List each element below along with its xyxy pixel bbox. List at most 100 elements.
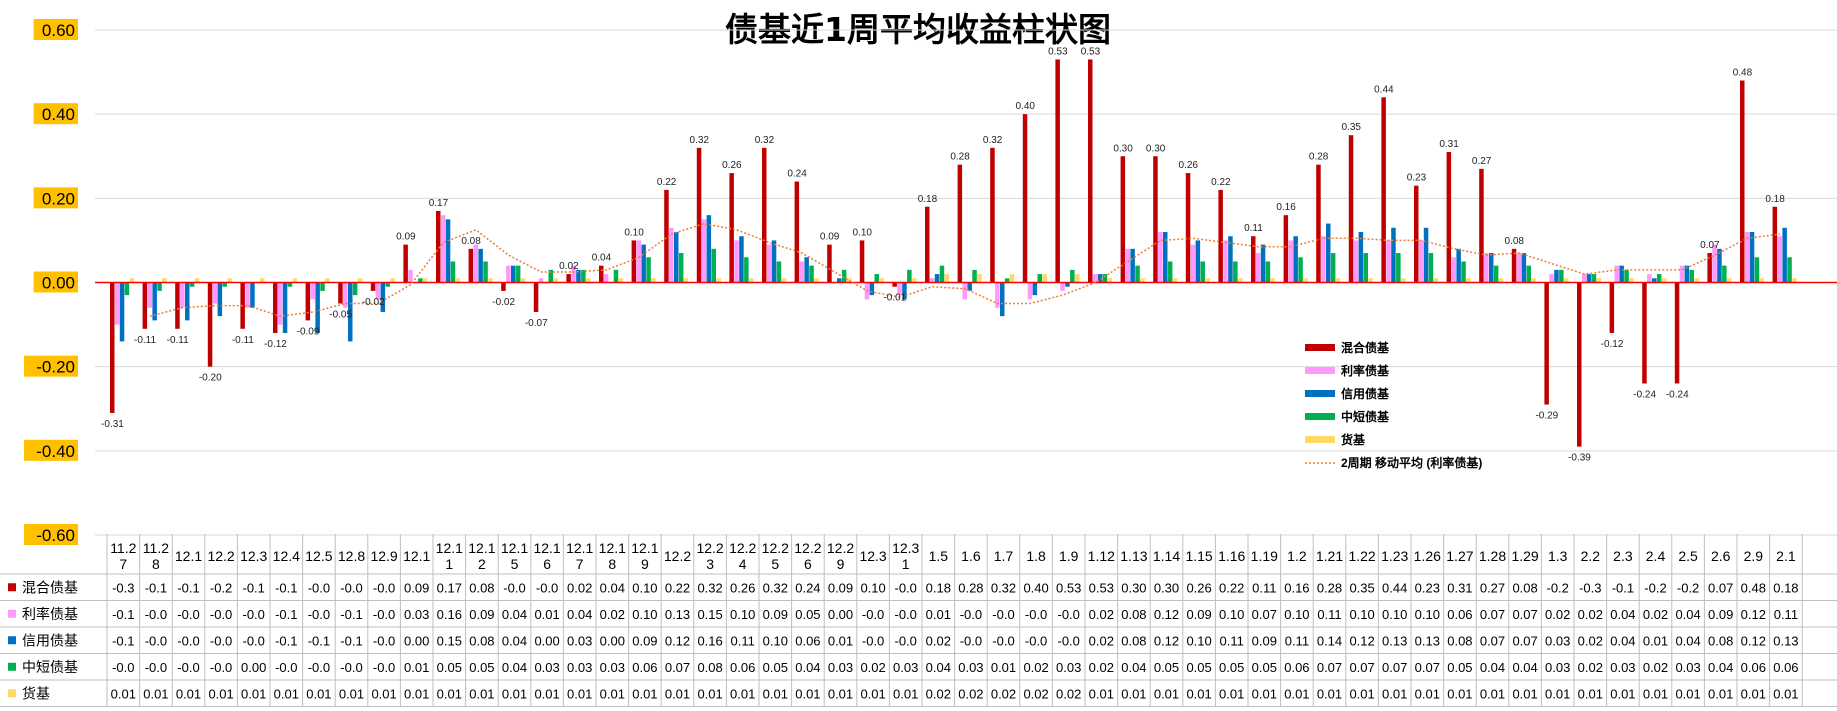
- table-cell: 0.01: [1089, 686, 1114, 701]
- table-cell: 0.10: [632, 580, 657, 595]
- data-label: 0.22: [1211, 177, 1231, 188]
- table-cell: 0.06: [1447, 607, 1472, 622]
- category-label: 12.4: [273, 548, 300, 564]
- bar: [869, 282, 875, 296]
- table-cell: 0.06: [1773, 660, 1798, 675]
- bar: [846, 278, 852, 283]
- table-cell: 0.22: [1219, 580, 1244, 595]
- y-tick-label: 0.60: [42, 21, 75, 40]
- category-label: 11.2: [143, 540, 169, 556]
- table-cell: -0.0: [210, 660, 232, 675]
- table-cell: 0.04: [1708, 660, 1733, 675]
- bar: [566, 274, 571, 283]
- bar: [1554, 269, 1559, 283]
- y-axis: 0.60 0.40 0.20 0.00 -0.20 -0.40 -0.60: [24, 19, 78, 545]
- bar: [1624, 269, 1629, 283]
- bar: [538, 278, 544, 283]
- data-label: 0.24: [787, 169, 807, 180]
- bar: [1088, 59, 1093, 283]
- bar: [957, 164, 963, 283]
- bar: [646, 257, 651, 283]
- category-label: 12.2: [729, 540, 756, 556]
- bar: [841, 269, 847, 283]
- bar: [1498, 278, 1504, 283]
- table-cell: 0.16: [1284, 580, 1309, 595]
- data-label: 0.17: [429, 198, 449, 209]
- bar: [273, 282, 278, 333]
- table-cell: -0.2: [210, 580, 232, 595]
- bar: [455, 278, 461, 283]
- bar: [1674, 282, 1680, 384]
- table-cell: 0.22: [665, 580, 690, 595]
- table-cell: 0.04: [1610, 607, 1635, 622]
- bar: [1712, 244, 1717, 283]
- table-cell: -0.0: [145, 660, 167, 675]
- table-cell: 0.11: [731, 633, 755, 648]
- category-label: 1.13: [1120, 548, 1147, 564]
- category-label: 1.7: [994, 548, 1014, 564]
- table-cell: 0.02: [1089, 660, 1114, 675]
- data-label: -0.29: [1535, 411, 1558, 422]
- bar: [995, 282, 1000, 308]
- table-cell: 0.02: [1643, 607, 1668, 622]
- table-cell: 0.07: [1415, 660, 1440, 675]
- table-cell: 0.08: [1708, 633, 1733, 648]
- table-cell: 0.32: [991, 580, 1016, 595]
- table-cell: -0.0: [373, 607, 395, 622]
- table-cell: -0.0: [308, 580, 330, 595]
- table-cell: -0.0: [112, 660, 134, 675]
- bar: [1647, 274, 1652, 283]
- bar: [879, 278, 884, 283]
- table-cell: 0.02: [1578, 607, 1603, 622]
- bar: [576, 269, 581, 283]
- bar: [1381, 97, 1386, 283]
- data-label: 0.30: [1146, 143, 1166, 154]
- y-tick-bg: [24, 439, 78, 461]
- bar: [794, 181, 800, 283]
- bar: [1401, 278, 1406, 283]
- table-cell: 0.03: [958, 660, 983, 675]
- bar: [1661, 278, 1667, 283]
- bar: [207, 282, 213, 367]
- bar: [1200, 261, 1205, 283]
- table-cell: 0.02: [1023, 660, 1048, 675]
- bar: [1288, 240, 1293, 283]
- bar: [613, 269, 619, 283]
- data-label: 0.26: [1179, 160, 1199, 171]
- table-cell: 0.03: [1056, 660, 1081, 675]
- table-cell: 0.03: [534, 660, 559, 675]
- bar: [1581, 274, 1587, 283]
- bar: [874, 274, 879, 283]
- bar: [185, 282, 190, 321]
- bar: [189, 282, 195, 287]
- table-cell: 0.07: [1480, 633, 1505, 648]
- bar: [739, 236, 744, 283]
- table-cell: 0.00: [404, 633, 429, 648]
- data-label: 0.09: [820, 232, 840, 243]
- bar: [1396, 253, 1401, 283]
- table-cell: 0.07: [1317, 660, 1342, 675]
- table-cell: 0.02: [567, 580, 592, 595]
- table-cell: 0.07: [1382, 660, 1407, 675]
- data-label: -0.11: [134, 335, 156, 346]
- table-cell: 0.03: [828, 660, 853, 675]
- table-cell: 0.04: [1512, 660, 1537, 675]
- data-label: -0.20: [199, 373, 222, 384]
- data-label: -0.09: [297, 326, 320, 337]
- bar: [1749, 232, 1755, 283]
- table-cell: 0.13: [665, 607, 690, 622]
- bar: [488, 278, 493, 283]
- bar: [1107, 278, 1113, 283]
- table-cell: 0.01: [534, 686, 559, 701]
- bar: [1451, 257, 1456, 283]
- category-label: 12.5: [305, 548, 332, 564]
- bar: [766, 244, 772, 283]
- bar: [962, 282, 967, 300]
- bar: [1298, 257, 1303, 283]
- category-label: 12.1: [599, 540, 626, 556]
- legend-entry: 利率债基: [1341, 363, 1390, 378]
- table-cell: -0.0: [862, 607, 884, 622]
- table-cell: -0.0: [177, 607, 199, 622]
- category-label: 5: [771, 556, 779, 572]
